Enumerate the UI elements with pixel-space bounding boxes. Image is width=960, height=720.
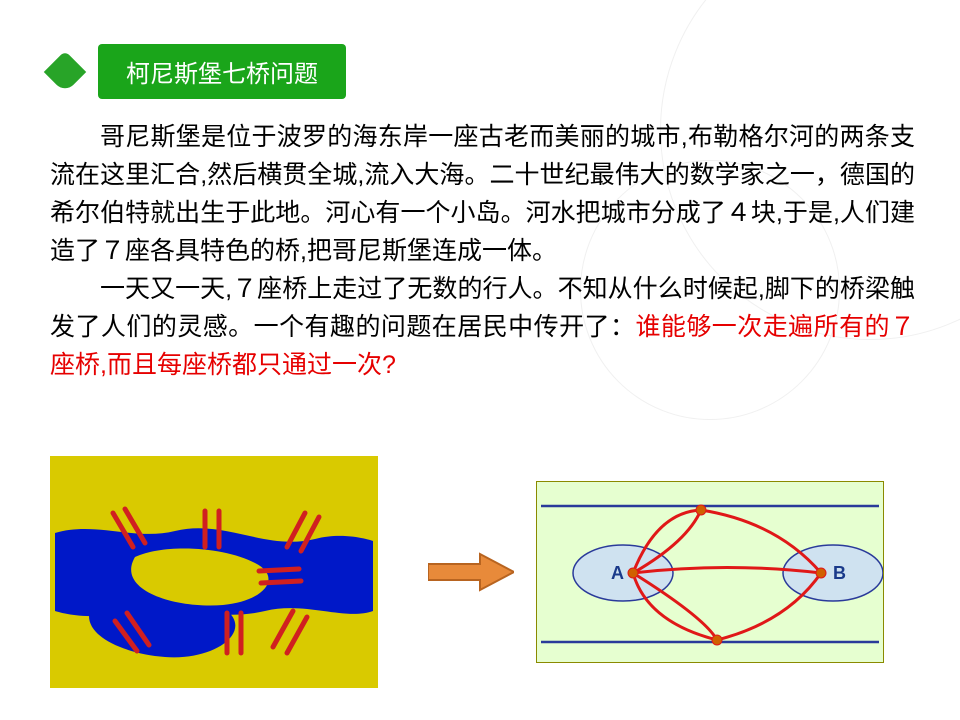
arrow-icon <box>428 552 514 592</box>
figures-row: AB <box>50 456 915 688</box>
page-title: 柯尼斯堡七桥问题 <box>98 44 346 99</box>
paragraph-1: 哥尼斯堡是位于波罗的海东岸一座古老而美丽的城市,布勒格尔河的两条支流在这里汇合,… <box>50 118 915 270</box>
left-map-svg <box>55 461 373 683</box>
right-graph-figure: AB <box>536 481 884 663</box>
body-text: 哥尼斯堡是位于波罗的海东岸一座古老而美丽的城市,布勒格尔河的两条支流在这里汇合,… <box>50 118 915 384</box>
right-graph-svg: AB <box>537 482 883 662</box>
left-map-figure <box>50 456 378 688</box>
header: 柯尼斯堡七桥问题 <box>50 44 346 99</box>
svg-text:A: A <box>611 563 624 583</box>
paragraph-2: 一天又一天,７座桥上走过了无数的行人。不知从什么时候起,脚下的桥梁触发了人们的灵… <box>50 270 915 384</box>
leaf-icon <box>44 50 86 92</box>
svg-text:B: B <box>833 563 846 583</box>
